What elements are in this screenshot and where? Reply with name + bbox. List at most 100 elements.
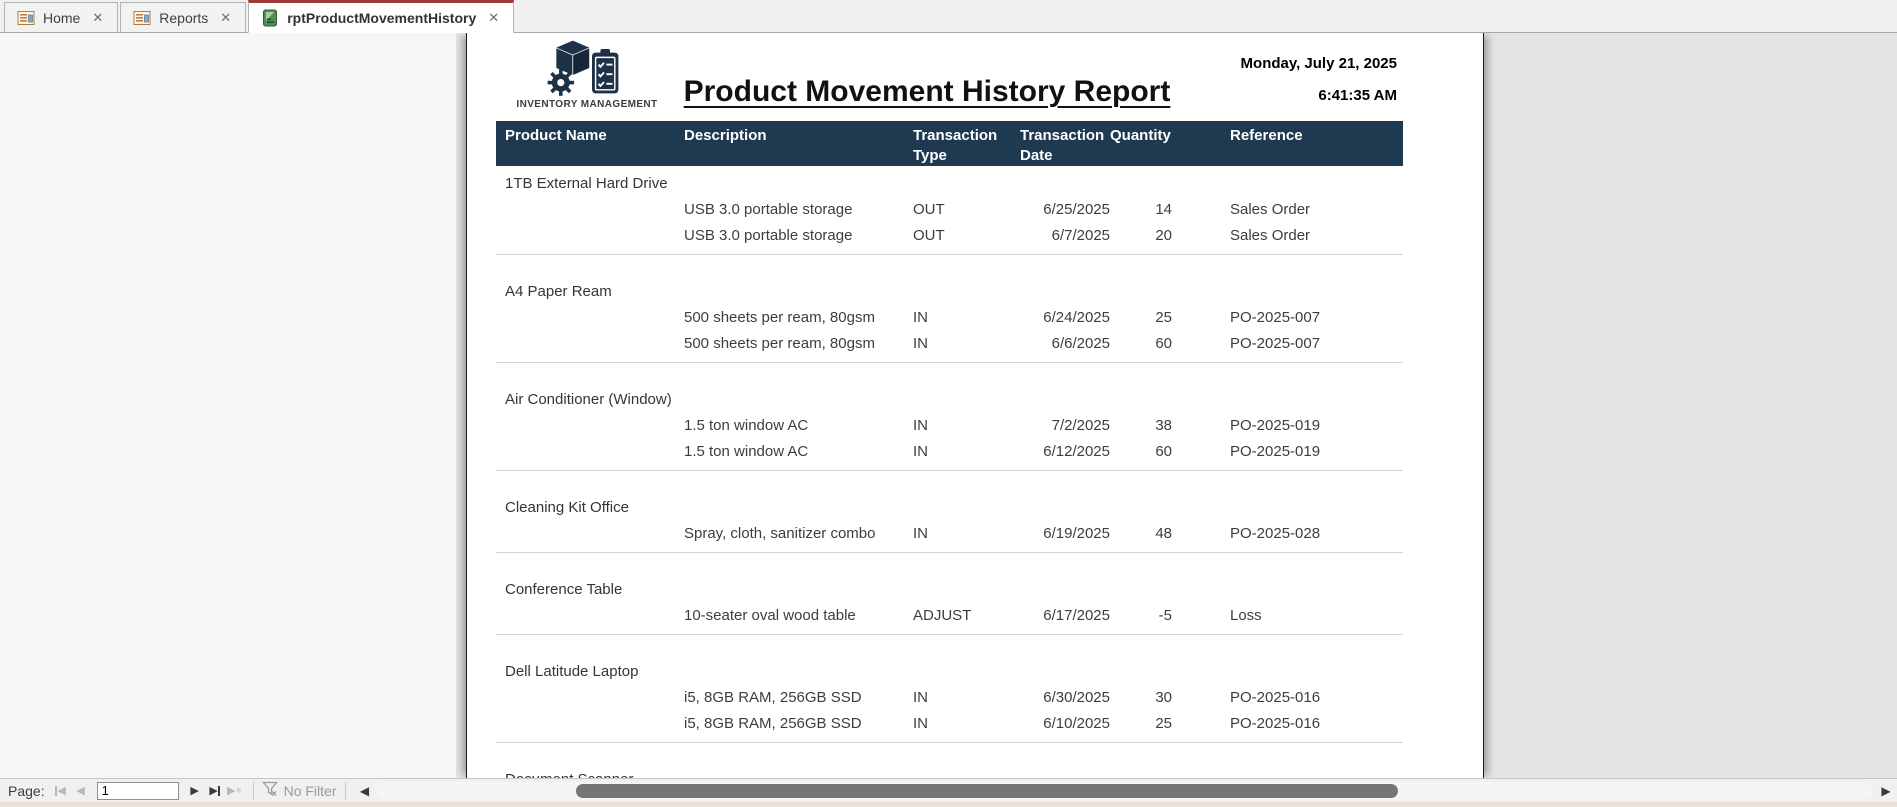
product-group: Dell Latitude Laptop i5, 8GB RAM, 256GB S… [496,660,1403,743]
cell-description: Spray, cloth, sanitizer combo [684,525,876,542]
cell-transaction-type: OUT [913,227,945,244]
table-header-row: Product Name Description Transaction Typ… [496,121,1403,166]
horizontal-scrollbar-thumb[interactable] [575,783,1398,798]
close-icon[interactable]: ✕ [488,9,500,25]
column-header-quantity: Quantity [1110,127,1171,144]
group-separator [496,742,1403,743]
cell-transaction-date: 6/12/2025 [1043,443,1110,460]
cell-reference: Sales Order [1230,201,1311,218]
cell-description: 1.5 ton window AC [684,417,809,434]
previous-page-button[interactable]: ◀ [76,785,85,797]
document-tab-bar: Home ✕ Reports ✕ rptProductMovementHisto… [0,0,1897,33]
filter-funnel-icon [261,781,279,800]
cell-reference: Loss [1230,607,1262,624]
close-icon[interactable]: ✕ [220,9,232,25]
group-product-name: Air Conditioner (Window) [505,391,672,408]
detail-row: i5, 8GB RAM, 256GB SSD IN 6/10/2025 25 PO-20… [496,712,1403,738]
detail-row: USB 3.0 portable storage OUT 6/7/2025 20 Sal… [496,224,1403,250]
cell-indent [496,332,684,358]
group-product-name: 1TB External Hard Drive [505,175,668,192]
cell-quantity: 30 [1155,689,1172,706]
cell-indent [496,712,684,738]
group-product-name: Document Scanner [496,768,1403,778]
cell-reference: PO-2025-016 [1230,715,1321,732]
column-header-transaction-type: Transaction Type [913,127,998,164]
detail-row: 500 sheets per ream, 80gsm IN 6/6/2025 60 PO… [496,332,1403,358]
scroll-right-arrow[interactable]: ▶ [1881,783,1891,798]
cell-transaction-date: 6/6/2025 [1051,335,1110,352]
cell-transaction-type: IN [913,525,928,542]
cell-quantity: 38 [1155,417,1172,434]
cell-quantity: 20 [1155,227,1172,244]
logo-caption: INVENTORY MANAGEMENT [516,99,658,110]
cell-transaction-type: IN [913,689,928,706]
tab-label: rptProductMovementHistory [287,9,477,26]
cell-transaction-type: IN [913,715,928,732]
page-number-input[interactable] [96,781,179,800]
group-product-name: Dell Latitude Laptop [505,663,639,680]
product-group: A4 Paper Ream 500 sheets per ream, 80gsm I… [496,280,1403,363]
cell-transaction-date: 7/2/2025 [1051,417,1110,434]
column-header-transaction-date: Transaction Date [1020,127,1105,164]
tab-reports[interactable]: Reports ✕ [120,2,247,32]
record-navigation-bar: Page: ◀ ◀ ▶ ▶ ▶✳ No Filter ◀ ▶ [0,778,1897,802]
cell-transaction-date: 6/24/2025 [1043,309,1110,326]
status-bar-edge [0,802,1897,807]
page-label: Page: [8,782,45,799]
cell-transaction-date: 6/17/2025 [1043,607,1110,624]
next-page-button[interactable]: ▶ [190,785,199,797]
cell-reference: Sales Order [1230,227,1311,244]
cell-transaction-date: 6/19/2025 [1043,525,1110,542]
detail-row: 10-seater oval wood table ADJUST 6/17/2025… [496,604,1403,630]
tab-label: Reports [159,9,209,26]
last-page-button[interactable]: ▶ [209,785,220,797]
product-group: Conference Table 10-seater oval wood tabl… [496,578,1403,635]
cell-reference: PO-2025-019 [1230,443,1321,460]
first-page-button[interactable]: ◀ [55,785,66,797]
cell-description: 500 sheets per ream, 80gsm [684,335,875,352]
cell-reference: PO-2025-007 [1230,335,1321,352]
cell-indent [496,414,684,440]
cell-transaction-type: OUT [913,201,945,218]
cell-description: 1.5 ton window AC [684,443,809,460]
group-separator [496,634,1403,635]
group-product-name: Conference Table [505,581,623,598]
detail-row: USB 3.0 portable storage OUT 6/25/2025 14 Sa… [496,198,1403,224]
cell-description: 10-seater oval wood table [684,607,856,624]
product-group: Document Scanner [496,768,1403,778]
column-header-product-name: Product Name [505,127,607,144]
report-header: INVENTORY MANAGEMENT Product Movement Hi… [467,33,1483,154]
group-separator [496,470,1403,471]
cell-reference: PO-2025-028 [1230,525,1321,542]
detail-row: Spray, cloth, sanitizer combo IN 6/19/2025… [496,522,1403,548]
report-page: INVENTORY MANAGEMENT Product Movement Hi… [466,33,1484,778]
cell-transaction-type: IN [913,335,928,352]
cell-quantity: 25 [1155,309,1172,326]
column-header-reference: Reference [1230,127,1303,144]
cell-transaction-date: 6/30/2025 [1043,689,1110,706]
cell-quantity: 48 [1155,525,1172,542]
first-page-bar [55,785,58,796]
form-icon [17,9,35,27]
horizontal-scrollbar-track[interactable] [375,781,1873,800]
tab-home[interactable]: Home ✕ [4,2,119,32]
cell-transaction-date: 6/10/2025 [1043,715,1110,732]
tab-rptProductMovementHistory[interactable]: rptProductMovementHistory ✕ [248,0,515,33]
cell-description: i5, 8GB RAM, 256GB SSD [684,715,862,732]
cell-quantity: 14 [1155,201,1172,218]
group-product-name: Cleaning Kit Office [505,499,629,516]
tab-label: Home [43,9,81,26]
cell-quantity: 25 [1155,715,1172,732]
cell-description: 500 sheets per ream, 80gsm [684,309,875,326]
cell-transaction-date: 6/7/2025 [1051,227,1110,244]
cell-description: USB 3.0 portable storage [684,227,853,244]
scroll-left-arrow[interactable]: ◀ [359,783,370,798]
close-icon[interactable]: ✕ [92,9,104,25]
new-record-button[interactable]: ▶ ✳ [227,785,243,797]
cell-reference: PO-2025-016 [1230,689,1321,706]
cell-description: USB 3.0 portable storage [684,201,853,218]
no-filter-button[interactable]: No Filter [261,781,337,800]
cell-indent [496,198,684,224]
cell-transaction-type: IN [913,443,928,460]
cell-indent [496,440,684,466]
